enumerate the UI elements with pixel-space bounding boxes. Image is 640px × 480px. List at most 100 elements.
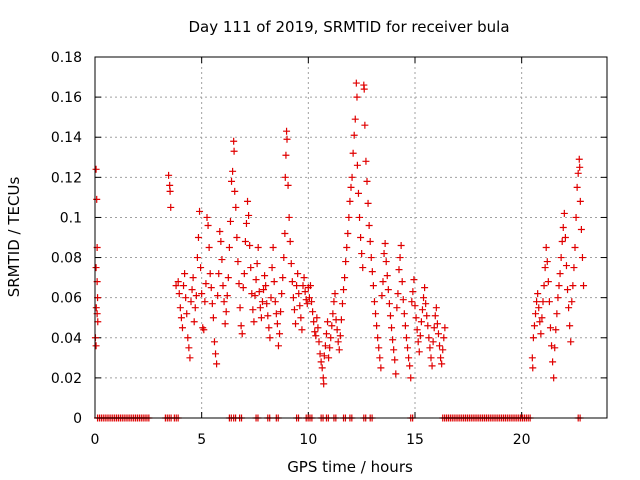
data-point <box>420 294 428 302</box>
data-point <box>386 312 394 320</box>
data-point <box>382 258 390 266</box>
y-axis-title: SRMTID / TECUs <box>5 177 23 298</box>
data-points <box>91 79 588 422</box>
data-point <box>391 356 399 364</box>
data-point <box>280 254 288 262</box>
data-point <box>374 334 382 342</box>
data-point <box>263 300 271 308</box>
data-point <box>311 328 319 336</box>
data-point <box>191 304 199 312</box>
data-point <box>240 270 248 278</box>
data-point <box>532 310 540 318</box>
data-point <box>245 211 253 219</box>
data-point <box>573 183 581 191</box>
data-point <box>285 213 293 221</box>
data-point <box>427 354 435 362</box>
data-point <box>293 282 301 290</box>
data-point <box>331 290 339 298</box>
data-point <box>167 203 175 211</box>
data-point <box>182 294 190 302</box>
data-point <box>400 310 408 318</box>
data-point <box>264 312 272 320</box>
data-point <box>381 240 389 248</box>
data-point <box>343 244 351 252</box>
data-point <box>411 302 419 310</box>
data-point <box>326 344 334 352</box>
data-point <box>92 304 100 312</box>
data-point <box>350 131 358 139</box>
data-point <box>440 334 448 342</box>
data-point <box>267 294 275 302</box>
data-point <box>186 354 194 362</box>
data-point <box>185 344 193 352</box>
data-point <box>529 364 537 372</box>
data-point <box>305 294 313 302</box>
data-point <box>289 294 297 302</box>
data-point <box>341 274 349 282</box>
data-point <box>574 169 582 177</box>
data-point <box>298 326 306 334</box>
y-tick-label: 0.18 <box>51 50 82 66</box>
data-point <box>438 360 446 368</box>
data-point <box>535 304 543 312</box>
data-point <box>192 292 200 300</box>
data-point <box>433 320 441 328</box>
data-point <box>543 258 551 266</box>
data-point <box>220 298 228 306</box>
data-point <box>413 326 421 334</box>
data-point <box>301 288 309 296</box>
data-point <box>258 298 266 306</box>
y-tick-label: 0.14 <box>51 130 82 146</box>
data-point <box>190 318 198 326</box>
data-point <box>215 270 223 278</box>
data-point <box>204 221 212 229</box>
data-point <box>542 244 550 252</box>
data-point <box>303 300 311 308</box>
data-point <box>550 374 558 382</box>
data-point <box>233 234 241 241</box>
data-point <box>580 282 588 290</box>
data-point <box>375 344 383 352</box>
data-point <box>406 362 414 370</box>
data-point <box>92 264 100 272</box>
data-point <box>353 161 361 169</box>
data-point <box>290 306 298 314</box>
x-tick-label: 15 <box>406 432 424 448</box>
data-point <box>388 324 396 332</box>
data-point <box>296 302 304 310</box>
data-point <box>221 320 229 328</box>
data-point <box>335 346 343 354</box>
data-point <box>540 282 548 290</box>
data-point <box>417 318 425 326</box>
data-point <box>254 244 262 252</box>
data-point <box>252 276 260 284</box>
data-point <box>352 79 360 87</box>
data-point <box>229 167 237 175</box>
data-point <box>398 278 406 286</box>
y-tick-label: 0.02 <box>51 371 82 387</box>
data-point <box>356 213 364 221</box>
data-point <box>92 342 100 350</box>
data-point <box>205 244 213 252</box>
data-point <box>261 272 269 280</box>
data-point <box>262 282 270 290</box>
data-point <box>553 310 561 318</box>
data-point <box>166 181 174 189</box>
data-point <box>320 380 328 388</box>
data-point <box>404 344 412 352</box>
data-point <box>541 264 549 272</box>
data-point <box>571 244 579 252</box>
data-point <box>370 298 378 306</box>
data-point <box>566 322 574 330</box>
data-point <box>224 274 232 282</box>
data-point <box>180 282 188 290</box>
data-point <box>564 286 572 294</box>
data-point <box>393 304 401 312</box>
data-point <box>329 310 337 318</box>
data-point <box>396 254 404 262</box>
data-point <box>415 348 423 356</box>
data-point <box>175 290 183 298</box>
data-point <box>184 334 192 342</box>
data-point <box>545 298 553 306</box>
data-point <box>247 264 255 272</box>
